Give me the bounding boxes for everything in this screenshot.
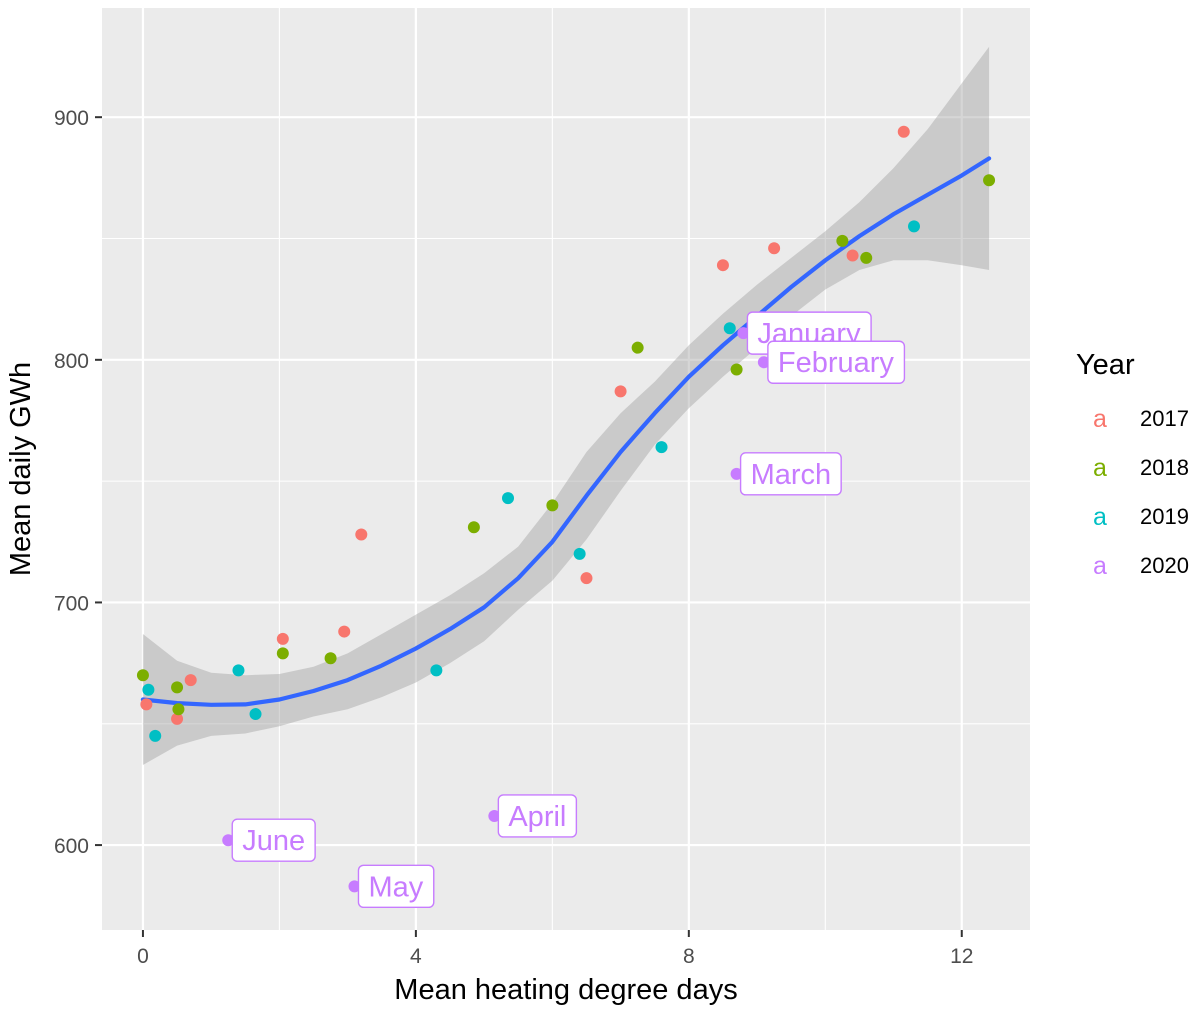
y-tick-label: 700 (54, 592, 89, 615)
data-point-2018 (730, 363, 743, 376)
data-point-2017 (716, 259, 729, 272)
points-layer (136, 125, 996, 893)
smooth-line-layer (140, 156, 992, 707)
legend-key-glyph: a (1093, 454, 1107, 482)
data-point-2017 (768, 242, 781, 255)
data-point-2020 (488, 809, 501, 822)
y-tick-label: 800 (54, 350, 89, 373)
confidence-band-layer (142, 46, 990, 766)
month-label: March (739, 452, 842, 496)
y-tick-label: 600 (54, 835, 89, 858)
legend-key-glyph: a (1093, 552, 1107, 580)
month-label: February (767, 340, 906, 384)
legend-label-2018: 2018 (1140, 455, 1189, 480)
month-label-text: February (778, 347, 895, 379)
month-label: April (497, 794, 578, 838)
data-point-2017 (140, 698, 153, 711)
month-label-box (357, 864, 435, 909)
month-label-text: June (242, 825, 305, 857)
data-point-2018 (276, 647, 289, 660)
data-point-2018 (860, 251, 873, 264)
data-point-2018 (171, 681, 184, 694)
data-point-2019 (502, 492, 514, 505)
legend-label-2019: 2019 (1140, 504, 1189, 529)
legend-key-glyph: a (1093, 405, 1107, 433)
month-label-box (767, 340, 906, 384)
data-point-2018 (983, 174, 996, 187)
data-point-2017 (171, 712, 184, 725)
legend: Year a 2017 a 2018 a 2019 a 2020 (1076, 349, 1189, 580)
legend-key-glyph: a (1093, 503, 1107, 531)
plot-panel (102, 8, 1030, 930)
data-point-2018 (172, 703, 185, 716)
month-label-box (231, 818, 316, 862)
month-label: May (357, 864, 435, 909)
data-point-2019 (655, 441, 668, 454)
data-point-2019 (430, 664, 443, 677)
data-point-2020 (730, 467, 743, 480)
data-point-2019 (249, 708, 262, 721)
data-point-2020 (757, 356, 770, 369)
data-point-2020 (222, 834, 235, 847)
data-point-2019 (573, 547, 586, 560)
data-point-2017 (276, 632, 289, 645)
y-axis: 600 700 800 900 (54, 107, 102, 858)
month-label-box (739, 452, 842, 496)
data-point-2019 (142, 683, 155, 696)
data-point-2018 (836, 234, 849, 247)
month-label-text: March (751, 459, 832, 491)
month-label: June (231, 818, 316, 862)
data-point-2017 (580, 572, 593, 585)
data-point-2019 (723, 322, 736, 335)
x-axis-title: Mean heating degree days (394, 974, 737, 1006)
data-point-2020 (737, 327, 750, 340)
x-tick-label: 4 (410, 945, 422, 968)
x-axis: 0 4 8 12 (137, 930, 973, 968)
data-point-2018 (467, 521, 480, 534)
legend-label-2020: 2020 (1140, 553, 1189, 578)
data-point-2017 (897, 125, 910, 138)
data-point-2019 (149, 729, 162, 742)
month-label-text: April (508, 801, 566, 833)
data-point-2019 (232, 664, 245, 677)
confidence-band (142, 46, 990, 766)
data-point-2020 (348, 880, 361, 893)
month-label-box (497, 794, 578, 838)
smooth-line (140, 156, 992, 707)
data-point-2018 (136, 669, 149, 682)
data-point-2019 (908, 220, 920, 233)
data-point-2017 (355, 528, 368, 541)
data-point-2017 (338, 625, 351, 638)
legend-title: Year (1076, 349, 1135, 381)
x-tick-label: 8 (683, 945, 695, 968)
month-label-text: May (368, 871, 423, 903)
legend-label-2017: 2017 (1140, 406, 1189, 431)
data-point-2017 (614, 385, 627, 398)
data-point-2018 (631, 341, 644, 354)
data-point-2017 (184, 674, 197, 687)
x-tick-label: 0 (137, 945, 149, 968)
data-point-2018 (324, 652, 337, 665)
data-point-2017 (846, 249, 859, 262)
data-point-2018 (546, 499, 559, 512)
y-axis-title: Mean daily GWh (5, 362, 37, 576)
x-tick-label: 12 (950, 945, 973, 968)
y-tick-label: 900 (54, 107, 89, 130)
